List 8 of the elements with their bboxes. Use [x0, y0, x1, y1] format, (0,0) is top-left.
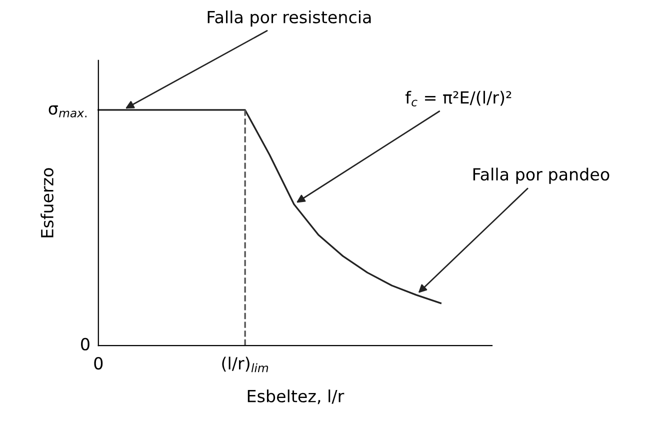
text: f$_{c}$ = π²E/(l/r)²	[405, 90, 512, 106]
annotation: σ$_{max.}$	[48, 105, 86, 118]
x-axis-title: Esbeltez, l/r	[248, 390, 344, 404]
y-axis-title: Esfuerzo	[40, 168, 54, 238]
x-tick-label: (l/r)$_{lim}$	[222, 356, 268, 372]
text: Falla por resistencia	[208, 10, 371, 27]
annotation: 0	[81, 338, 90, 350]
text: Falla por pandeo	[473, 168, 610, 184]
